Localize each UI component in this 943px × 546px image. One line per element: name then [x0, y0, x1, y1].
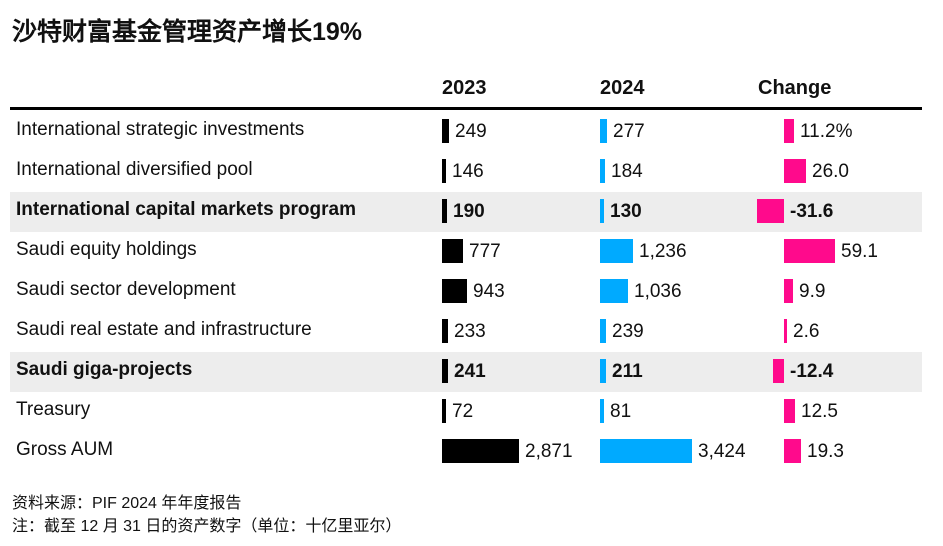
row-label: International diversified pool [16, 159, 253, 180]
bar-2024 [600, 159, 605, 183]
value-2023: 943 [473, 281, 505, 302]
value-change: 19.3 [807, 441, 844, 462]
row-label: Saudi giga-projects [16, 359, 193, 380]
bar-change [757, 199, 784, 223]
bar-2023 [442, 439, 519, 463]
row-label: Saudi real estate and infrastructure [16, 319, 312, 340]
value-2024: 239 [612, 321, 644, 342]
value-2024: 1,236 [639, 241, 687, 262]
row-label: International capital markets program [16, 199, 356, 220]
bar-2024 [600, 439, 692, 463]
value-change: 2.6 [793, 321, 820, 342]
bar-change [784, 159, 806, 183]
bar-2024 [600, 359, 606, 383]
value-2024: 211 [612, 361, 643, 382]
bar-2024 [600, 399, 604, 423]
row-label: Gross AUM [16, 439, 114, 460]
bar-2023 [442, 119, 449, 143]
value-2023: 241 [454, 361, 486, 382]
value-change: -12.4 [790, 361, 834, 382]
source-note: 资料来源：PIF 2024 年年度报告 [12, 495, 242, 512]
value-2023: 190 [453, 201, 485, 222]
table-row: Saudi sector development 943 1,036 9.9 [10, 272, 922, 312]
bar-change [784, 399, 795, 423]
units-note: 注：截至 12 月 31 日的资产数字（单位：十亿里亚尔） [12, 518, 402, 535]
bar-2024 [600, 319, 606, 343]
value-change: 12.5 [801, 401, 838, 422]
value-2023: 777 [469, 241, 501, 262]
value-change: 9.9 [799, 281, 826, 302]
bar-2024 [600, 199, 604, 223]
value-2023: 146 [452, 161, 484, 182]
bar-2023 [442, 359, 448, 383]
bar-2023 [442, 319, 448, 343]
table-row: International strategic investments 249 27… [10, 112, 922, 152]
column-header-2023: 2023 [442, 77, 487, 99]
value-2024: 3,424 [698, 441, 746, 462]
column-header-change: Change [758, 77, 832, 99]
row-label: Saudi sector development [16, 279, 236, 300]
table-row: International capital markets program 190… [10, 192, 922, 232]
value-2023: 72 [452, 401, 474, 422]
bar-change [784, 279, 793, 303]
bar-change [784, 119, 794, 143]
value-2023: 2,871 [525, 441, 573, 462]
chart-title: 沙特财富基金管理资产增长19% [12, 18, 363, 46]
bar-change [773, 359, 784, 383]
bar-change [784, 319, 787, 343]
bar-change [784, 239, 835, 263]
value-2024: 130 [610, 201, 642, 222]
bar-2023 [442, 399, 446, 423]
table-row: Saudi real estate and infrastructure 233 2… [10, 312, 922, 352]
row-label: Treasury [16, 399, 91, 420]
header-rule [10, 107, 922, 110]
table-row: Treasury 72 81 12.5 [10, 392, 922, 432]
table-row: International diversified pool 146 184 26.0 [10, 152, 922, 192]
value-change: 59.1 [841, 241, 878, 262]
value-change: 11.2% [800, 121, 853, 142]
bar-2024 [600, 279, 628, 303]
value-change: -31.6 [790, 201, 834, 222]
value-2024: 184 [611, 161, 643, 182]
column-header-2024: 2024 [600, 77, 645, 99]
bar-2023 [442, 159, 446, 183]
data-table: International strategic investments 249 27… [10, 112, 922, 472]
bar-2023 [442, 199, 447, 223]
value-change: 26.0 [812, 161, 849, 182]
bar-2024 [600, 119, 607, 143]
value-2023: 233 [454, 321, 486, 342]
bar-2023 [442, 239, 463, 263]
row-label: International strategic investments [16, 119, 305, 140]
value-2023: 249 [455, 121, 487, 142]
table-row: Saudi giga-projects 241 211 -12.4 [10, 352, 922, 392]
bar-2024 [600, 239, 633, 263]
row-label: Saudi equity holdings [16, 239, 197, 260]
value-2024: 81 [610, 401, 632, 422]
table-row: Gross AUM 2,871 3,424 19.3 [10, 432, 922, 472]
table-row: Saudi equity holdings 777 1,236 59.1 [10, 232, 922, 272]
bar-change [784, 439, 801, 463]
bar-2023 [442, 279, 467, 303]
value-2024: 1,036 [634, 281, 682, 302]
value-2024: 277 [613, 121, 645, 142]
